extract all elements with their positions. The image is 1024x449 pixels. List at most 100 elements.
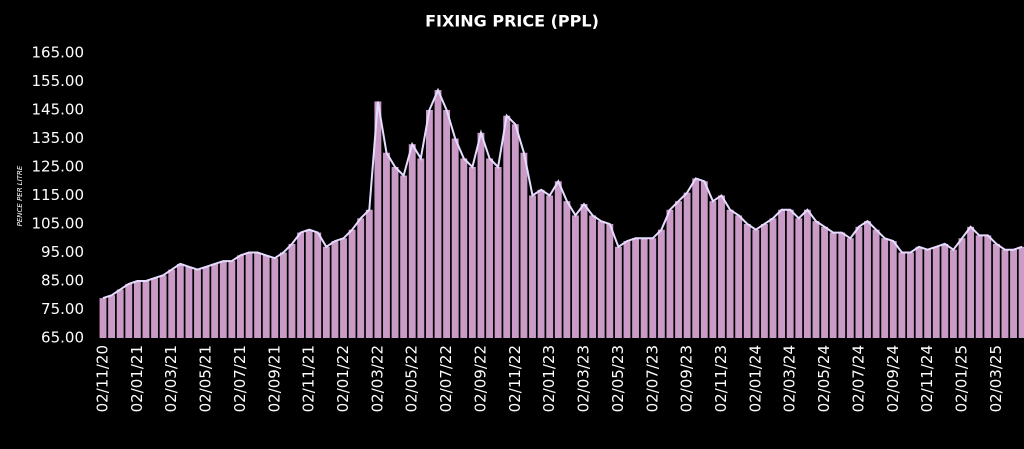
bar — [623, 241, 631, 338]
bar — [151, 278, 158, 338]
y-tick-label: 65.00 — [41, 329, 84, 347]
bar — [718, 195, 725, 338]
bar — [228, 261, 236, 338]
x-tick-label: 02/03/24 — [781, 345, 799, 412]
bar — [666, 209, 674, 338]
bar — [271, 258, 279, 338]
bar — [417, 158, 425, 338]
bar — [778, 209, 786, 338]
y-tick-label: 115.00 — [32, 186, 85, 204]
bar — [168, 269, 176, 338]
bar — [932, 246, 940, 338]
y-tick-label: 165.00 — [32, 44, 85, 62]
bar — [949, 249, 957, 338]
bar — [425, 110, 433, 338]
bar — [803, 209, 811, 338]
bar — [872, 229, 880, 338]
bar — [331, 241, 339, 338]
bar — [580, 204, 588, 338]
bar — [958, 238, 966, 338]
bar — [554, 181, 562, 338]
bar — [357, 218, 365, 338]
bar — [400, 175, 408, 338]
bar — [700, 181, 708, 338]
bar — [752, 229, 760, 338]
bar — [245, 252, 253, 338]
bar — [992, 243, 1000, 338]
x-tick-label: 02/11/24 — [918, 345, 936, 412]
bar — [709, 201, 717, 338]
bar — [219, 261, 227, 338]
x-tick-label: 02/03/22 — [368, 345, 386, 412]
x-tick-label: 02/05/23 — [609, 345, 627, 412]
bar — [262, 255, 270, 338]
x-tick-label: 02/01/25 — [953, 345, 971, 412]
x-tick-label: 02/05/21 — [197, 345, 215, 412]
y-tick-label: 105.00 — [32, 215, 85, 233]
bar — [211, 263, 219, 338]
bar — [451, 138, 459, 338]
bar — [649, 238, 657, 338]
bar — [374, 101, 382, 338]
x-tick-label: 02/09/23 — [678, 345, 696, 412]
bar — [434, 90, 442, 338]
line — [102, 87, 1023, 300]
bar — [537, 189, 545, 338]
bar — [503, 115, 511, 338]
bar — [941, 243, 949, 338]
x-tick-label: 02/11/23 — [712, 345, 730, 412]
bar — [975, 235, 983, 338]
y-tick-label: 75.00 — [41, 300, 84, 318]
bar — [142, 281, 150, 338]
bar — [202, 266, 210, 338]
bar — [760, 224, 768, 338]
x-tick-label: 02/09/21 — [265, 345, 283, 412]
bar — [1001, 249, 1009, 338]
x-tick-label: 02/11/21 — [300, 345, 318, 412]
bar — [864, 221, 871, 338]
bar — [194, 269, 201, 338]
bar — [597, 221, 605, 338]
bar — [614, 246, 622, 338]
bar — [915, 246, 923, 338]
x-tick-label: 02/01/23 — [540, 345, 558, 412]
bar — [889, 241, 897, 338]
bar — [1010, 249, 1017, 338]
bar — [460, 158, 468, 338]
bar — [494, 167, 502, 338]
y-tick-label: 135.00 — [32, 129, 85, 147]
bar — [125, 283, 133, 338]
bar — [546, 195, 554, 338]
bar — [529, 195, 536, 338]
bar — [632, 238, 640, 338]
bar — [133, 281, 141, 338]
bar — [821, 226, 828, 338]
bar — [855, 226, 863, 338]
bar — [305, 229, 313, 338]
x-tick-label: 02/03/23 — [575, 345, 593, 412]
bar — [322, 246, 330, 338]
bar — [443, 110, 451, 338]
bar — [907, 252, 914, 338]
y-tick-label: 95.00 — [41, 243, 84, 261]
x-tick-label: 02/11/20 — [94, 345, 112, 412]
bar — [881, 238, 889, 338]
bar — [348, 229, 356, 338]
bar — [486, 158, 493, 338]
y-axis-label: PENCE PER LITRE — [16, 165, 24, 226]
x-tick-label: 02/01/24 — [746, 345, 764, 412]
x-tick-label: 02/09/24 — [884, 345, 902, 412]
bar — [640, 238, 648, 338]
bar — [1018, 246, 1024, 338]
bar — [99, 298, 107, 338]
bar — [159, 275, 167, 338]
bar — [829, 232, 837, 338]
bar — [314, 232, 322, 338]
y-tick-label: 155.00 — [32, 72, 85, 90]
bar — [288, 243, 296, 338]
bar — [176, 263, 184, 338]
bar — [726, 209, 734, 338]
chart-title: FIXING PRICE (PPL) — [425, 12, 599, 31]
